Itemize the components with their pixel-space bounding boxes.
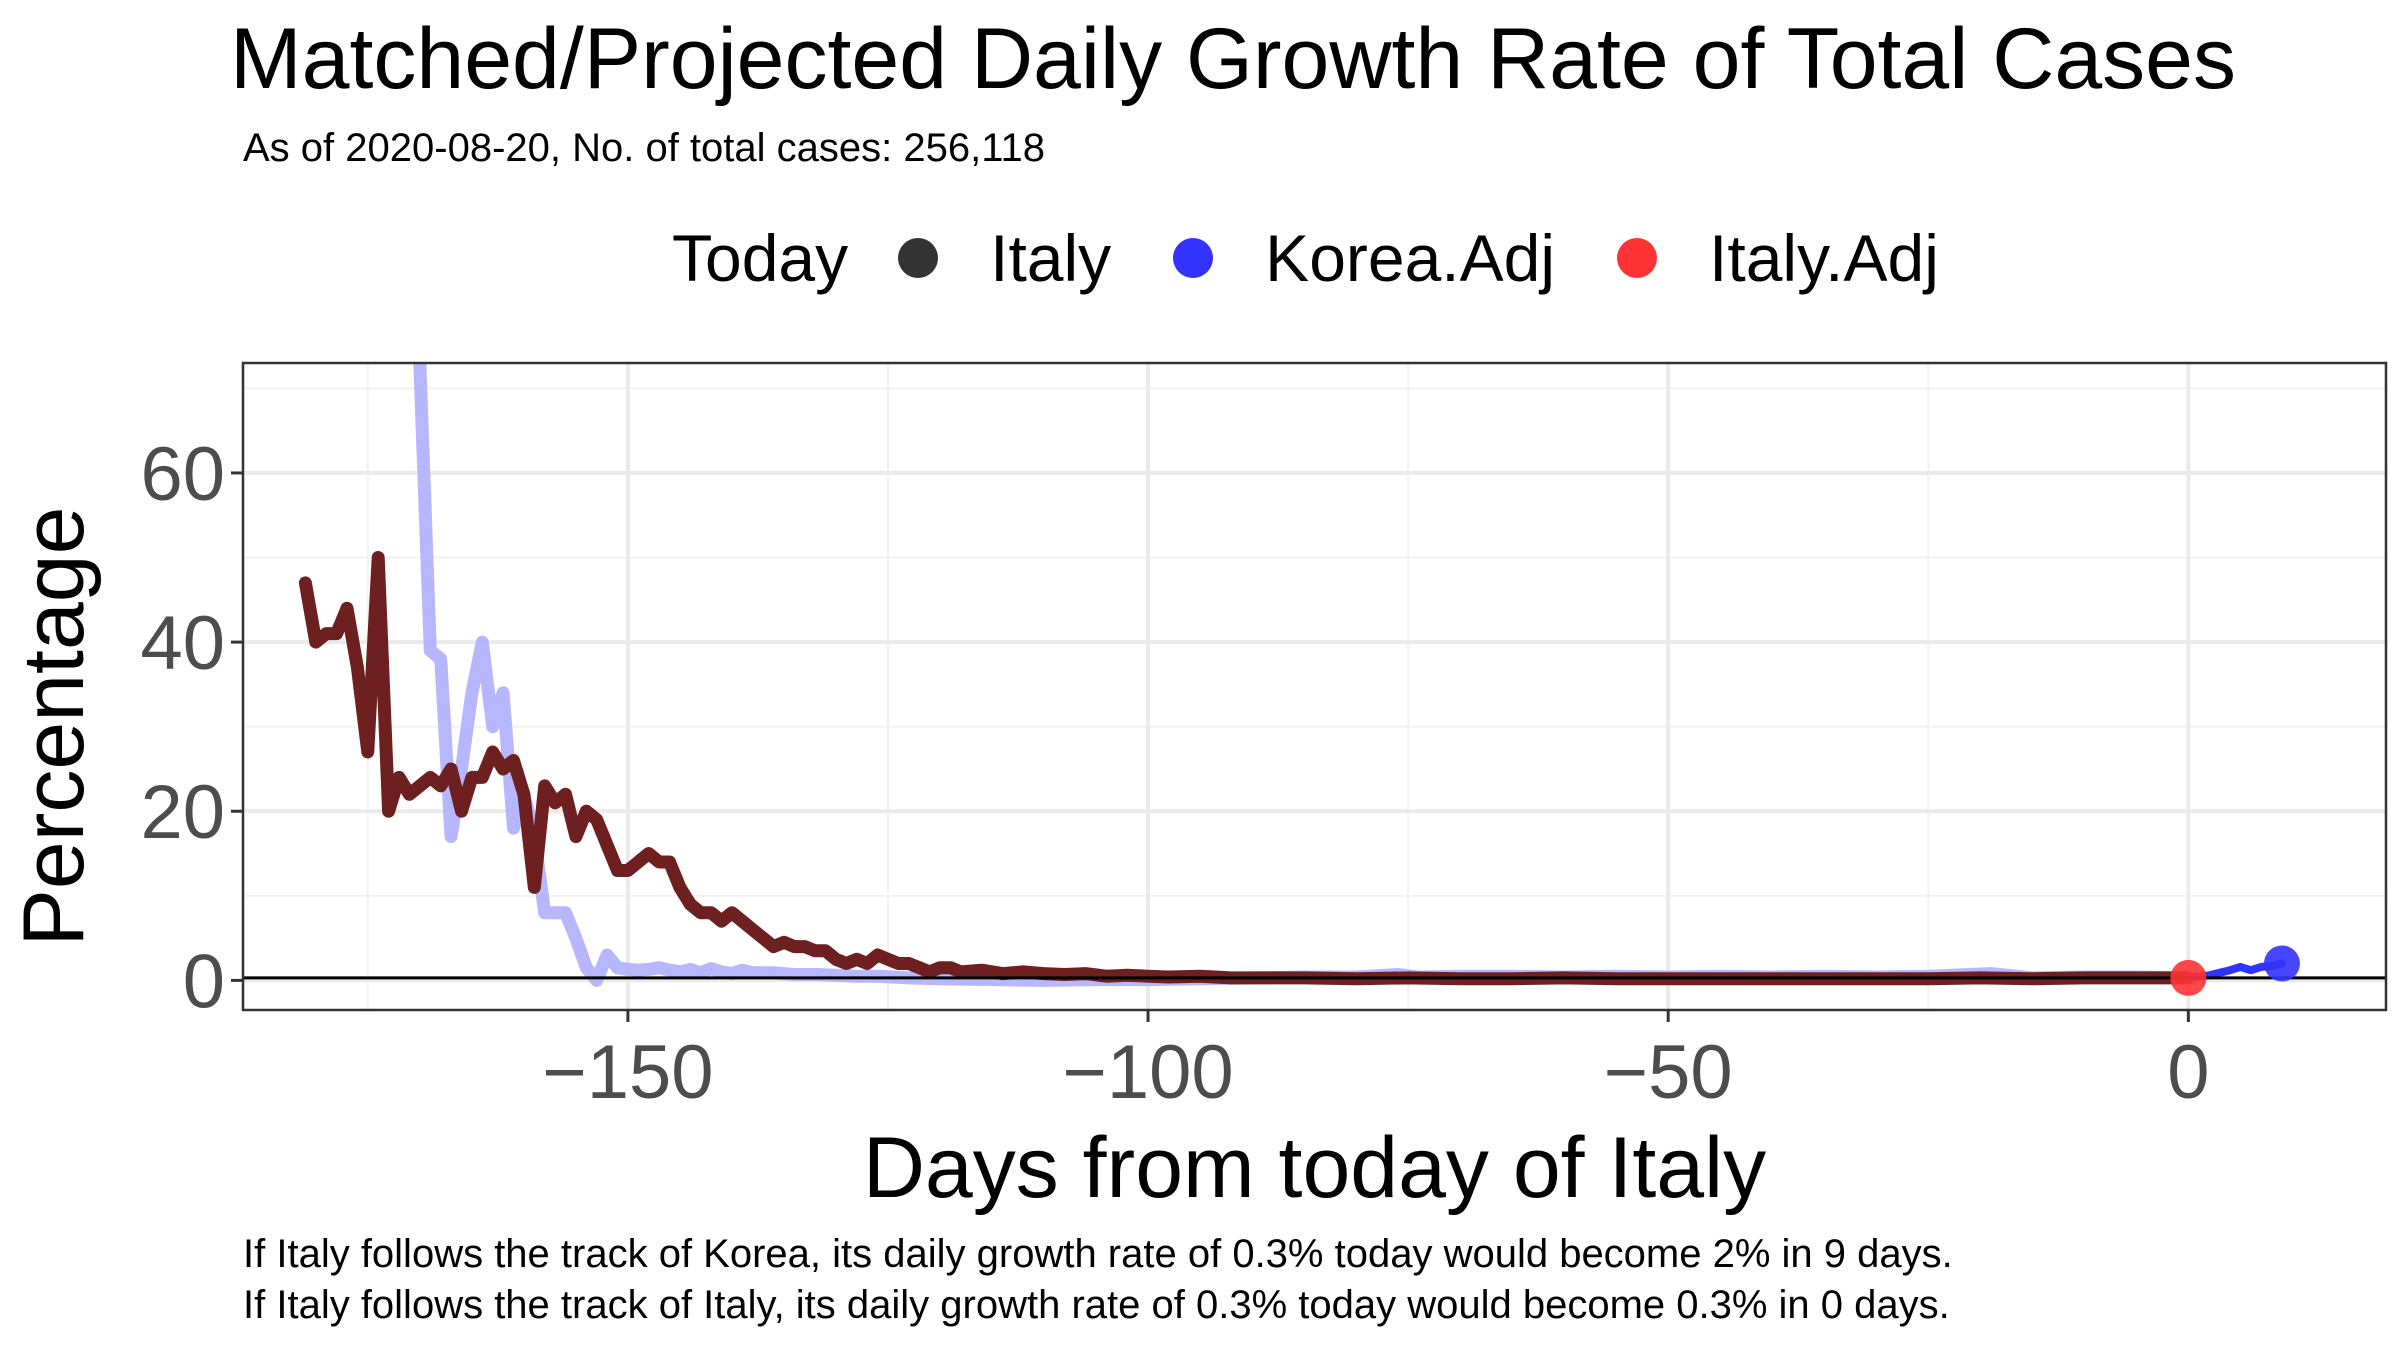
y-tick-label-3: 60 bbox=[140, 432, 225, 517]
x-tick-label-1: −100 bbox=[1062, 1030, 1233, 1115]
legend-item-korea-adj: Korea.Adj bbox=[1173, 220, 1555, 296]
caption-italy-track: If Italy follows the track of Italy, its… bbox=[243, 1283, 1950, 1327]
x-tick-label-2: −50 bbox=[1604, 1030, 1733, 1115]
y-axis-title: Percentage bbox=[6, 507, 102, 947]
y-tick-label-2: 40 bbox=[140, 601, 225, 686]
legend-label-italy-adj: Italy.Adj bbox=[1709, 221, 1939, 295]
legend-title: Today bbox=[672, 221, 849, 295]
legend-label-korea-adj: Korea.Adj bbox=[1265, 221, 1556, 295]
marker-italy-adj bbox=[2170, 959, 2207, 996]
legend-dot-italy-adj bbox=[1617, 238, 1658, 278]
legend-dot-italy bbox=[898, 238, 939, 278]
x-tick-label-0: −150 bbox=[542, 1030, 713, 1115]
legend-dot-korea-adj bbox=[1173, 238, 1214, 278]
chart-title: Matched/Projected Daily Growth Rate of T… bbox=[230, 11, 2237, 107]
legend-label-italy: Italy bbox=[990, 221, 1112, 295]
legend-item-italy: Italy bbox=[898, 220, 1111, 296]
panel-border bbox=[241, 361, 2388, 1012]
chart-subtitle: As of 2020-08-20, No. of total cases: 25… bbox=[243, 126, 1045, 170]
legend-item-italy-adj: Italy.Adj bbox=[1617, 220, 1939, 296]
y-tick-label-0: 0 bbox=[183, 939, 225, 1024]
legend: Today Italy Korea.Adj Italy.Adj bbox=[672, 218, 2001, 298]
marker-korea-adj bbox=[2263, 945, 2300, 982]
x-axis-title: Days from today of Italy bbox=[863, 1120, 1766, 1216]
series-line-italy bbox=[298, 551, 2195, 986]
caption-korea-track: If Italy follows the track of Korea, its… bbox=[243, 1232, 1953, 1276]
x-tick-label-3: 0 bbox=[2167, 1030, 2209, 1115]
y-tick-label-1: 20 bbox=[140, 770, 225, 855]
